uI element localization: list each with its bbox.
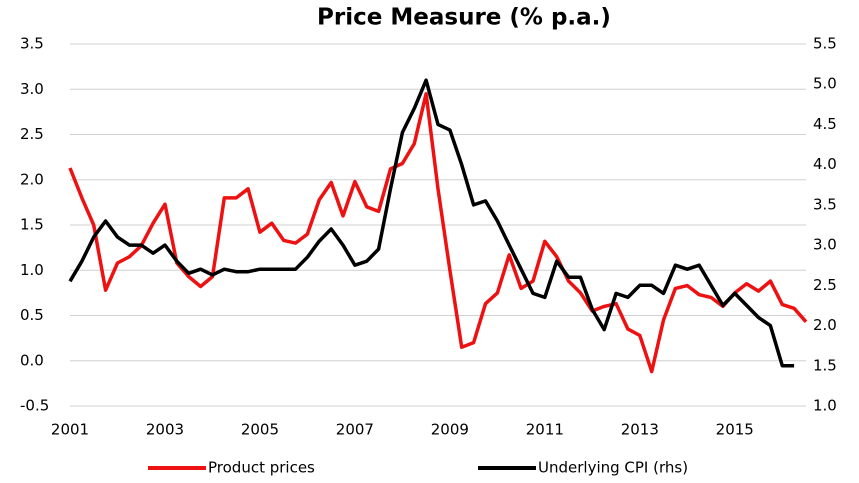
y2-tick-label: 3.0 bbox=[813, 236, 837, 254]
y2-tick-label: 5.0 bbox=[813, 75, 837, 93]
y2-tick-label: 4.5 bbox=[813, 115, 837, 133]
y2-tick-label: 1.5 bbox=[813, 356, 837, 374]
y-tick-label: 3.5 bbox=[20, 35, 44, 53]
y-tick-label: 3.0 bbox=[20, 80, 44, 98]
legend-label: Underlying CPI (rhs) bbox=[538, 459, 688, 477]
x-tick-label: 2011 bbox=[526, 421, 564, 439]
y2-tick-label: 1.0 bbox=[813, 397, 837, 415]
y2-tick-label: 2.0 bbox=[813, 316, 837, 334]
y-tick-label: 2.5 bbox=[20, 125, 44, 143]
legend-label: Product prices bbox=[208, 459, 315, 477]
x-tick-label: 2007 bbox=[336, 421, 374, 439]
chart-title: Price Measure (% p.a.) bbox=[317, 5, 611, 31]
y-tick-label: 1.5 bbox=[20, 216, 44, 234]
series-line bbox=[68, 92, 808, 374]
series-line bbox=[68, 78, 795, 368]
x-tick-label: 2005 bbox=[241, 421, 279, 439]
y2-tick-label: 3.5 bbox=[813, 195, 837, 213]
x-tick-label: 2001 bbox=[51, 421, 89, 439]
y2-tick-label: 2.5 bbox=[813, 276, 837, 294]
y-tick-label: 0.0 bbox=[20, 351, 44, 369]
y-tick-label: -0.5 bbox=[20, 397, 49, 415]
x-tick-label: 2003 bbox=[146, 421, 184, 439]
y-tick-label: 2.0 bbox=[20, 170, 44, 188]
y-tick-label: 1.0 bbox=[20, 261, 44, 279]
x-tick-label: 2009 bbox=[431, 421, 469, 439]
y2-tick-label: 5.5 bbox=[813, 35, 837, 53]
y-tick-label: 0.5 bbox=[20, 306, 44, 324]
y2-tick-label: 4.0 bbox=[813, 155, 837, 173]
x-tick-label: 2015 bbox=[716, 421, 754, 439]
x-tick-label: 2013 bbox=[621, 421, 659, 439]
